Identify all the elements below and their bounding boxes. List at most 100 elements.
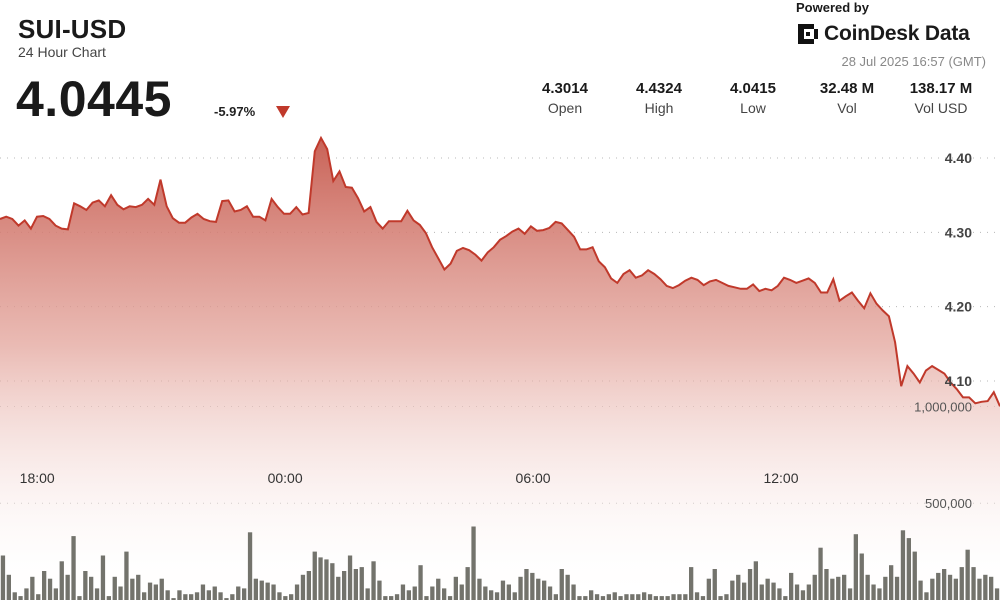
volume-bar [183,594,188,600]
volume-bar [6,574,11,600]
volume-bar [700,596,706,600]
volume-bar [200,584,206,600]
ticker-title: SUI-USD [18,14,127,44]
volume-bar [312,551,317,600]
stat-label: Vol USD [914,100,968,116]
volume-bar [342,571,347,600]
x-tick-label: 18:00 [20,470,55,486]
volume-bar [500,580,506,600]
volume-bar [853,534,858,600]
volume-bar [371,561,376,600]
volume-bar [894,576,900,600]
volume-tick-label: 500,000 [925,496,972,511]
stat-label: Vol [837,100,857,116]
volume-bar [847,588,853,600]
volume-bar [489,590,494,600]
volume-bar [465,567,470,600]
volume-bar [624,594,629,600]
volume-bar [953,578,958,600]
volume-bar [318,557,323,600]
volume-bar [736,574,741,600]
stat-value: 4.0415 [730,80,776,97]
volume-bar [324,559,329,600]
stat-label: Low [740,100,766,116]
volume-bar [277,592,282,600]
price-tick-label: 4.20 [945,299,972,315]
volume-bar [765,578,770,600]
chart-header: SUI-USD 24 Hour Chart [18,14,126,60]
volume-bar [789,572,794,600]
volume-bar [83,571,88,600]
volume-bar [818,547,823,600]
volume-bar [924,592,929,600]
volume-bar [524,569,529,600]
volume-bar [65,574,70,600]
volume-bar [365,588,370,600]
volume-bar [206,590,211,600]
volume-bar [947,574,953,600]
volume-bar [630,594,635,600]
volume-bar [394,594,400,600]
volume-bar [930,578,935,600]
volume-bar [71,536,76,600]
volume-bar [12,592,17,600]
volume-bar [989,576,994,600]
down-arrow-icon [276,106,290,118]
volume-bar [153,584,158,600]
volume-bar [965,549,970,600]
volume-bar [642,592,647,600]
stat-volume: 32.48 M Vol [800,80,894,116]
volume-bar [124,551,129,600]
powered-by-label: Powered by [796,0,869,15]
volume-bar [771,582,776,600]
volume-bar [142,592,147,600]
volume-bar [977,578,982,600]
volume-bar [636,594,641,600]
stat-volume-usd: 138.17 M Vol USD [894,80,988,116]
volume-bar [600,596,606,600]
volume-bar [306,571,311,600]
volume-bar [442,588,447,600]
coindesk-logo: CoinDesk Data [796,22,970,46]
volume-bar [836,576,841,600]
volume-bar [218,592,223,600]
volume-bar [100,555,106,600]
volume-bar [553,594,558,600]
brand-name: CoinDesk Data [824,22,970,45]
volume-bar [453,576,458,600]
volume-bar [447,596,453,600]
volume-bar [512,592,517,600]
volume-bar [900,530,906,600]
volume-bar [30,576,35,600]
volume-bar [112,576,117,600]
volume-bar [936,572,941,600]
volume-bar [671,594,676,600]
volume-bar [477,578,482,600]
volume-bar [389,596,394,600]
volume-bar [259,580,264,600]
volume-bar [906,538,911,600]
volume-bar [336,576,341,600]
volume-bars [0,526,1000,600]
volume-bar [89,576,94,600]
volume-bar [830,578,835,600]
volume-bar [518,576,523,600]
volume-bar [359,567,364,600]
volume-bar [130,578,135,600]
volume-bar [912,551,917,600]
stat-label: High [644,100,674,116]
volume-bar [659,596,664,600]
current-price: 4.0445 [16,71,172,127]
volume-bar [871,584,876,600]
volume-bar [942,569,947,600]
volume-bar [47,578,53,600]
volume-bar [883,576,888,600]
volume-bar [265,582,270,600]
volume-bar [106,596,111,600]
volume-bar [918,580,923,600]
volume-bar [224,598,229,600]
timestamp: 28 Jul 2025 16:57 (GMT) [841,54,986,69]
price-tick-label: 4.10 [945,373,972,389]
price-tick-label: 4.30 [945,224,972,240]
